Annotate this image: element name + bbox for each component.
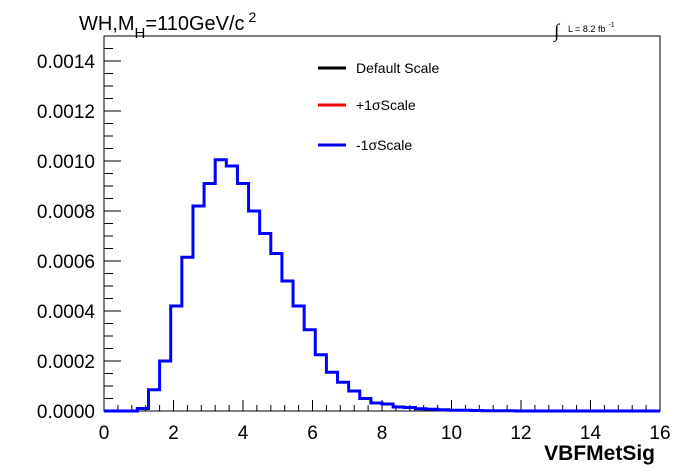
- x-tick-label: 10: [441, 423, 462, 444]
- x-tick-label: 16: [649, 423, 670, 444]
- x-axis: 0 2 4 6 8 10 12 14 16: [99, 400, 671, 444]
- luminosity-superscript: -1: [608, 22, 614, 29]
- x-tick-label: 0: [99, 423, 110, 444]
- y-tick-label: 0.0006: [37, 252, 95, 273]
- y-tick-label: 0.0000: [37, 402, 95, 423]
- series-layer: [104, 158, 660, 413]
- x-tick-label: 2: [168, 423, 179, 444]
- x-tick-label: 12: [510, 423, 531, 444]
- x-tick-label: 6: [307, 423, 318, 444]
- y-axis: 0.0000 0.0002 0.0004 0.0006 0.0008 0.0010 0.00…: [37, 35, 121, 423]
- x-tick-label: 8: [377, 423, 388, 444]
- title-suffix: =110GeV/c: [145, 13, 244, 35]
- title-subscript: H: [135, 25, 146, 42]
- legend-label: +1σScale: [356, 97, 416, 113]
- title-prefix: WH,M: [79, 13, 135, 35]
- y-tick-label: 0.0012: [37, 102, 95, 123]
- y-tick-label: 0.0008: [37, 202, 95, 223]
- histogram-series-line: [104, 158, 660, 413]
- x-tick-label: 14: [580, 423, 602, 444]
- y-tick-label: 0.0014: [37, 52, 96, 73]
- chart-title: WH,MH=110GeV/c 2: [79, 9, 257, 42]
- x-tick-label: 4: [238, 423, 249, 444]
- x-axis-title: VBFMetSig: [544, 442, 655, 465]
- integral-symbol: ∫: [553, 21, 561, 43]
- y-tick-label: 0.0002: [37, 352, 95, 373]
- legend: Default Scale +1σScale -1σScale: [318, 60, 439, 153]
- legend-label: -1σScale: [356, 137, 412, 153]
- y-tick-label: 0.0010: [37, 152, 95, 173]
- legend-label: Default Scale: [356, 60, 439, 76]
- luminosity-label: L = 8.2 fb -1: [568, 22, 615, 34]
- y-tick-label: 0.0004: [37, 302, 96, 323]
- title-superscript: 2: [249, 9, 257, 25]
- luminosity-text: L = 8.2 fb: [568, 24, 605, 34]
- frame: [103, 35, 661, 412]
